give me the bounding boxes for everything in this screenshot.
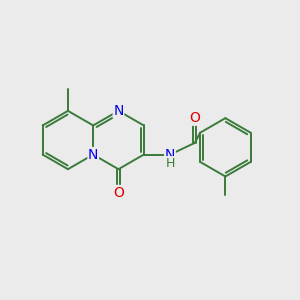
Text: N: N bbox=[88, 148, 98, 162]
Text: H: H bbox=[165, 157, 175, 170]
Text: N: N bbox=[165, 148, 175, 162]
Text: O: O bbox=[113, 185, 124, 200]
Text: O: O bbox=[189, 111, 200, 125]
Text: N: N bbox=[113, 104, 124, 118]
